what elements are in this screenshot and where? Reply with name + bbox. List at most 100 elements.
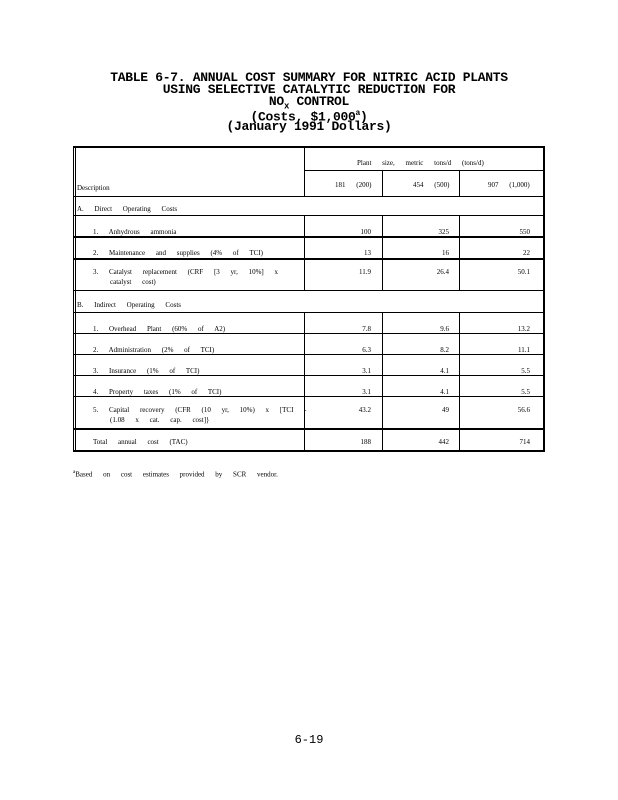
rule (304, 215, 305, 236)
rule (73, 312, 545, 313)
rule (459, 215, 460, 236)
page-number: 6-19 (294, 733, 324, 747)
description-header: Description (77, 184, 110, 192)
costs-text: (Costs, $1,000 (250, 109, 356, 125)
cell-value: 550 (519, 228, 531, 236)
rule (304, 375, 305, 396)
total-value: 714 (519, 438, 531, 446)
footnote: aBased on cost estimates provided by SCR… (73, 468, 278, 479)
cell-value: 5.5 (521, 367, 530, 375)
plant-size-header: Plant size, metric tons/d (tons/d) (357, 159, 484, 167)
cell-value: 50.1 (517, 268, 530, 276)
cell-value: 3.1 (362, 388, 371, 396)
row-label: 3. Insurance (1% of TCI) (93, 367, 200, 375)
rule (73, 354, 545, 355)
cell-value: 16 (442, 249, 449, 257)
table-border-left (73, 146, 74, 452)
row-label: 2. Administration (2% of TCI) (93, 346, 215, 354)
row-label: 3. Catalyst replacement (CRF [3 yr, 10%]… (93, 268, 278, 276)
row-label-continued: (1.08 x cat. cap. cost]} (110, 416, 210, 424)
rule (304, 396, 305, 428)
rule (73, 215, 545, 216)
rule (459, 396, 460, 428)
rule (459, 312, 460, 333)
rule (459, 236, 460, 258)
cell-value: 325 (438, 228, 450, 236)
table-border-right (543, 146, 545, 452)
rule (73, 375, 545, 376)
cell-value: 9.6 (440, 325, 449, 333)
nox-text: NO (268, 94, 284, 109)
total-value: 442 (438, 438, 450, 446)
rule (382, 258, 383, 290)
rule (382, 215, 383, 236)
cell-value: 13.2 (517, 325, 530, 333)
table-border-top (73, 146, 545, 148)
rule (459, 375, 460, 396)
cell-value: 100 (360, 228, 372, 236)
cell-value: 26.4 (436, 268, 449, 276)
cell-value: 13 (364, 249, 371, 257)
total-label: Total annual cost (TAC) (93, 438, 188, 446)
rule (73, 396, 545, 397)
cell-value: 7.8 (362, 325, 371, 333)
table-border-left-inner (75, 146, 76, 452)
rule (73, 258, 545, 260)
cell-value: 11.9 (359, 268, 371, 276)
cell-value: 43.2 (358, 406, 371, 414)
row-label-continued: catalyst cost) (110, 278, 156, 286)
control-text: CONTROL (289, 94, 350, 109)
row-label: 4. Property taxes (1% of TCI) (93, 388, 222, 396)
rule (382, 236, 383, 258)
rule (73, 333, 545, 334)
rule (304, 146, 305, 196)
table-title-line2: USING SELECTIVE CATALYTIC REDUCTION FOR (162, 82, 456, 97)
nox-subscript: x (283, 101, 290, 112)
row-label: 2. Maintenance and supplies (4% of TCI) (93, 249, 263, 257)
column-header: 907 (1,000) (488, 181, 530, 189)
rule (304, 354, 305, 375)
rule (73, 428, 545, 430)
rule (382, 428, 383, 451)
row-label: 1. Anhydrous ammonia (93, 228, 177, 236)
row-label: 1. Overhead Plant (60% of A2) (93, 325, 226, 333)
footnote-marker: a (73, 470, 76, 475)
table-title-line5: (January 1991 Dollars) (226, 119, 392, 134)
rule (459, 428, 460, 451)
column-header: 181 (200) (335, 181, 372, 189)
footnote-marker: a (355, 109, 361, 118)
cell-value: 11.1 (518, 346, 530, 354)
section-a-heading: A. Direct Operating Costs (77, 205, 178, 213)
rule (73, 236, 545, 238)
rule (459, 170, 460, 196)
rule (459, 258, 460, 290)
cell-value: 3.1 (362, 367, 371, 375)
cell-value: 5.5 (521, 388, 530, 396)
cell-value: 56.6 (517, 406, 530, 414)
cell-value: 8.2 (440, 346, 449, 354)
rule (382, 170, 383, 196)
cell-value: 4.1 (440, 388, 449, 396)
total-value: 188 (360, 438, 372, 446)
table-title-line3: NOx CONTROL (0, 94, 618, 113)
rule (382, 375, 383, 396)
rule (382, 396, 383, 428)
rule (304, 428, 305, 451)
rule (382, 354, 383, 375)
rule (304, 236, 305, 258)
rule (382, 333, 383, 354)
rule (73, 196, 545, 197)
rule (304, 312, 305, 333)
table-title-line4: (Costs, $1,000a) (0, 108, 618, 123)
rule (73, 290, 545, 291)
column-header: 454 (500) (413, 181, 450, 189)
cell-value: 49 (442, 406, 449, 414)
cell-value: 22 (523, 249, 530, 257)
cell-value: 6.3 (362, 346, 371, 354)
row-label: 5. Capital recovery (CFR (10 yr, 10%) x … (93, 406, 307, 414)
section-b-heading: B. Indirect Operating Costs (77, 301, 181, 309)
rule (459, 333, 460, 354)
footnote-text: Based on cost estimates provided by SCR … (75, 470, 278, 479)
rule (304, 170, 545, 171)
